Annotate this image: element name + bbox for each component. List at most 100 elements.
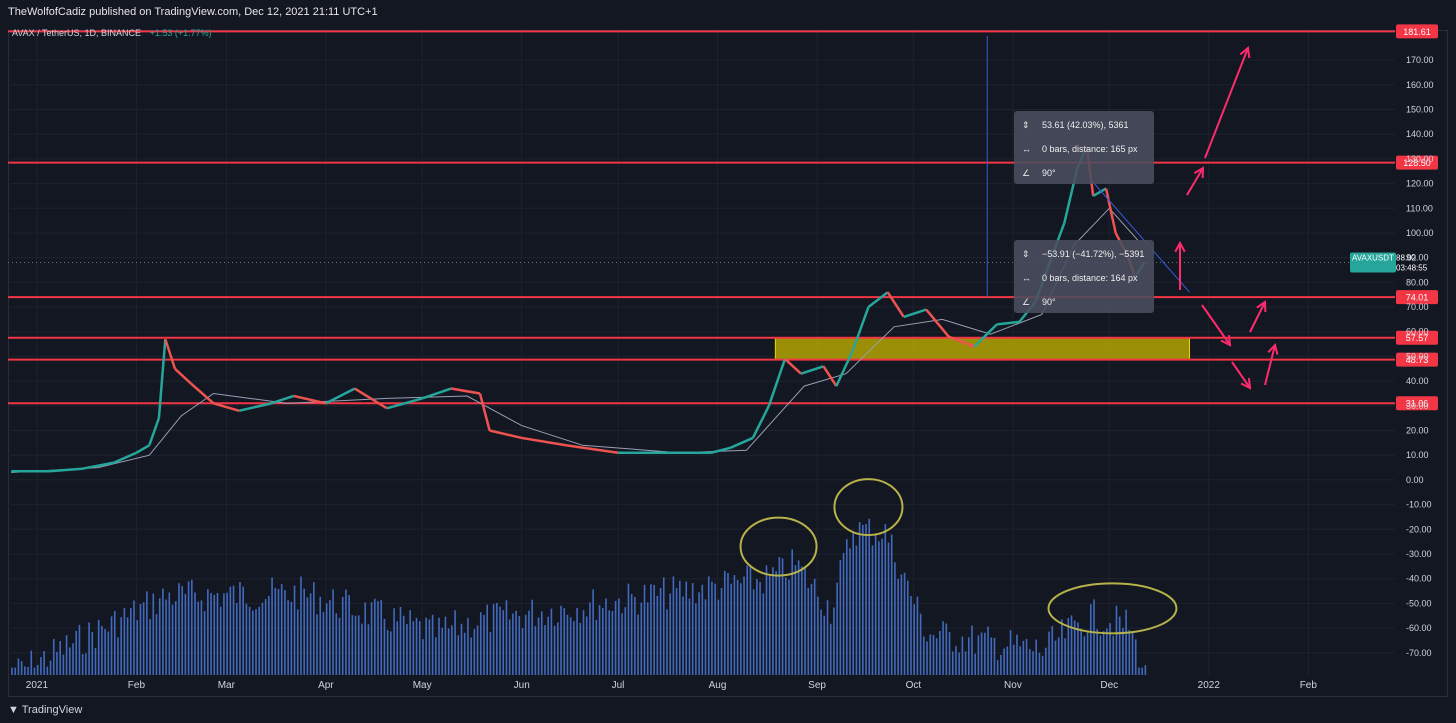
volume-bar xyxy=(194,592,196,675)
volume-bar xyxy=(1035,639,1038,675)
volume-bar xyxy=(868,518,871,675)
volume-bar xyxy=(409,610,411,675)
volume-bar xyxy=(136,620,139,675)
volume-bar xyxy=(460,623,463,675)
volume-bar xyxy=(191,579,193,675)
volume-bar xyxy=(656,595,659,675)
volume-bar xyxy=(961,636,964,675)
volume-bar xyxy=(171,604,174,675)
volume-bar xyxy=(94,647,97,675)
y-tick-label: 20.00 xyxy=(1406,426,1429,436)
footer: ▼ TradingView xyxy=(0,699,1456,723)
volume-bar xyxy=(1109,623,1111,675)
volume-bar xyxy=(271,577,273,675)
volume-bar xyxy=(36,664,39,675)
volume-bar xyxy=(646,602,649,675)
y-tick-label: 0.00 xyxy=(1406,475,1424,485)
volume-bar xyxy=(701,584,704,675)
volume-bar xyxy=(1073,620,1076,675)
price-segment xyxy=(886,291,905,318)
volume-bar xyxy=(977,635,980,675)
volume-bar xyxy=(255,609,257,675)
volume-bar xyxy=(858,522,861,675)
volume-bar xyxy=(277,589,280,675)
volume-bar xyxy=(274,587,277,675)
volume-bar xyxy=(627,583,630,675)
volume-bar xyxy=(181,586,183,675)
volume-bar xyxy=(386,629,389,675)
volume-bar xyxy=(1028,649,1031,675)
volume-bar xyxy=(1045,647,1047,675)
symbol-change: +1.53 (+1.77%) xyxy=(149,28,212,38)
volume-bar xyxy=(59,641,61,675)
volume-bar xyxy=(913,604,916,675)
volume-bar xyxy=(120,617,122,675)
price-segment xyxy=(354,387,388,410)
volume-bar xyxy=(168,592,171,675)
arrow-head xyxy=(1174,240,1186,253)
measure-row-text: 53.61 (42.03%), 5361 xyxy=(1042,120,1129,130)
price-segment xyxy=(903,308,927,319)
publisher-text: TheWolfofCadiz published on TradingView.… xyxy=(8,6,378,18)
volume-bar xyxy=(69,647,71,675)
volume-bar xyxy=(730,583,732,675)
volume-bar xyxy=(463,632,466,675)
measure-row-text: 90° xyxy=(1042,297,1056,307)
volume-bar xyxy=(1093,599,1095,675)
x-tick-label: 2022 xyxy=(1198,680,1221,691)
volume-bar xyxy=(1067,618,1070,675)
volume-bar xyxy=(293,585,296,675)
volume-bar xyxy=(967,637,970,675)
volume-bar xyxy=(489,632,492,675)
price-segment xyxy=(238,402,272,412)
x-tick-label: Feb xyxy=(1300,680,1318,691)
volume-bar xyxy=(740,583,742,675)
volume-bar xyxy=(762,593,765,675)
volume-bar xyxy=(524,614,527,675)
volume-bar xyxy=(752,589,755,675)
volume-bar xyxy=(348,595,350,675)
volume-bar xyxy=(666,609,668,675)
time-axis: 2021 Feb Mar Apr May Jun Jul Aug Sep Oct Nov Dec 202… xyxy=(26,680,1318,691)
volume-bar xyxy=(476,625,479,675)
volume-bar xyxy=(402,615,405,675)
volume-bar xyxy=(280,584,283,675)
volume-bar xyxy=(306,597,309,675)
volume-bar xyxy=(457,635,460,675)
volume-bar xyxy=(1012,644,1015,675)
volume-bar xyxy=(964,651,967,675)
volume-bar xyxy=(756,579,758,675)
volume-bar xyxy=(258,606,261,675)
volume-bar xyxy=(746,565,749,675)
volume-bar xyxy=(390,631,392,675)
volume-bar xyxy=(325,603,328,675)
volume-bar xyxy=(399,606,402,675)
price-segment xyxy=(113,451,137,464)
volume-bar xyxy=(1141,667,1143,675)
volume-bar xyxy=(158,598,161,675)
price-segment xyxy=(148,417,161,446)
volume-bar xyxy=(52,638,55,675)
volume-bar xyxy=(107,631,110,675)
volume-bar xyxy=(428,619,431,675)
volume-bar xyxy=(772,567,774,675)
level-badge xyxy=(1396,290,1438,305)
price-segment xyxy=(478,393,491,431)
measure-row-icon: ⇕ xyxy=(1022,249,1030,259)
price-segment xyxy=(213,402,240,412)
volume-bar xyxy=(40,657,42,675)
price-segment xyxy=(973,323,998,348)
arrow-head xyxy=(1220,334,1232,347)
volume-bar xyxy=(560,605,562,675)
volume-bar xyxy=(691,583,694,675)
volume-bar xyxy=(81,653,84,675)
measure-row-text: 90° xyxy=(1042,168,1056,178)
level-badge xyxy=(1396,155,1438,170)
volume-bar xyxy=(669,593,671,675)
volume-bar xyxy=(749,566,752,675)
volume-bar xyxy=(1134,639,1137,675)
volume-bar xyxy=(662,577,665,675)
volume-bar xyxy=(923,636,925,675)
measure-row-icon: ∠ xyxy=(1022,297,1030,307)
